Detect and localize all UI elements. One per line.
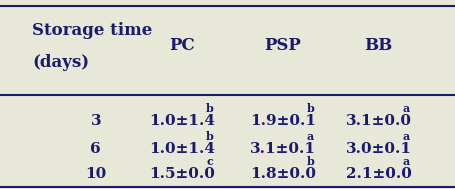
Text: PSP: PSP <box>264 37 300 54</box>
Text: 1.8±0.0: 1.8±0.0 <box>249 167 315 181</box>
Text: 1.9±0.1: 1.9±0.1 <box>249 114 315 128</box>
Text: (days): (days) <box>32 54 89 71</box>
Text: b: b <box>306 103 313 114</box>
Text: BB: BB <box>364 37 392 54</box>
Text: b: b <box>206 103 213 114</box>
Text: 1.0±1.4: 1.0±1.4 <box>149 114 215 128</box>
Text: 1.0±1.4: 1.0±1.4 <box>149 142 215 156</box>
Text: a: a <box>401 156 409 167</box>
Text: 2.1±0.0: 2.1±0.0 <box>345 167 410 181</box>
Text: 6: 6 <box>90 142 101 156</box>
Text: a: a <box>401 103 409 114</box>
Text: c: c <box>206 156 212 167</box>
Text: b: b <box>206 131 213 142</box>
Text: 3.1±0.0: 3.1±0.0 <box>345 114 410 128</box>
Text: Storage time: Storage time <box>32 22 152 39</box>
Text: a: a <box>401 131 409 142</box>
Text: PC: PC <box>169 37 195 54</box>
Text: 3: 3 <box>90 114 101 128</box>
Text: 10: 10 <box>85 167 106 181</box>
Text: 3.0±0.1: 3.0±0.1 <box>345 142 410 156</box>
Text: 1.5±0.0: 1.5±0.0 <box>149 167 215 181</box>
Text: a: a <box>306 131 313 142</box>
Text: 3.1±0.1: 3.1±0.1 <box>249 142 315 156</box>
Text: b: b <box>306 156 313 167</box>
